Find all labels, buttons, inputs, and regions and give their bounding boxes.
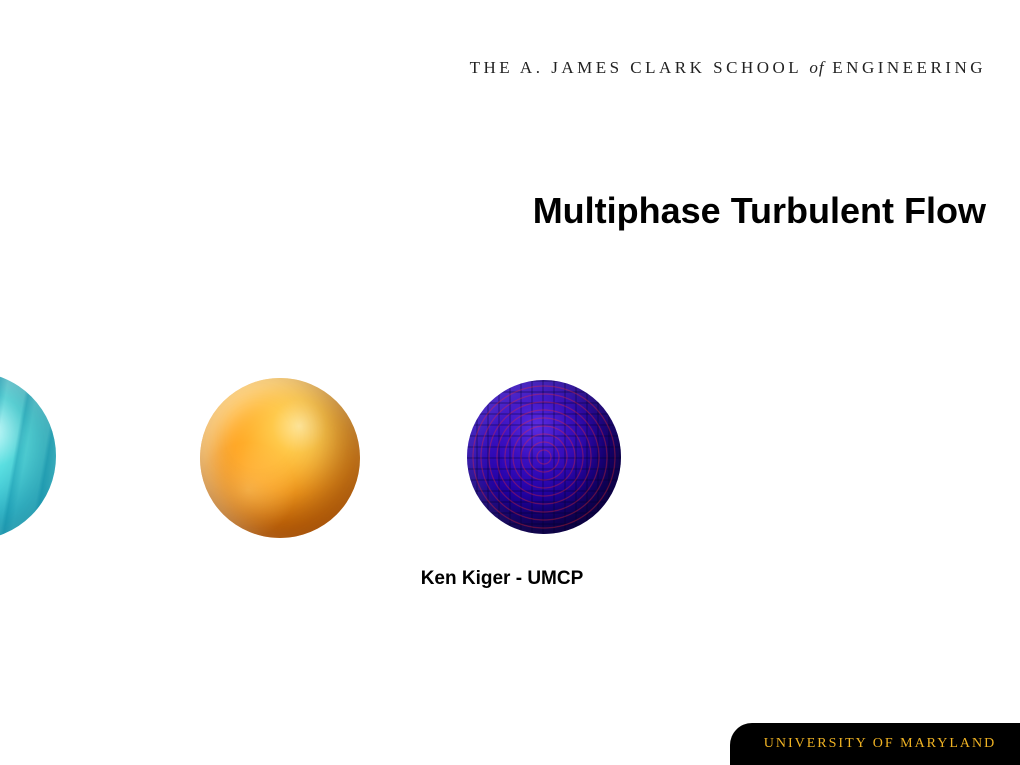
cyan-sphere-overlay — [0, 372, 56, 540]
school-header-suffix: ENGINEERING — [825, 58, 986, 77]
school-header-prefix: THE A. JAMES CLARK SCHOOL — [470, 58, 810, 77]
school-header: THE A. JAMES CLARK SCHOOL of ENGINEERING — [470, 58, 986, 78]
slide-title: Multiphase Turbulent Flow — [533, 190, 986, 232]
school-header-of: of — [809, 58, 824, 77]
amber-sphere-overlay — [200, 378, 360, 538]
amber-sphere — [200, 378, 360, 538]
blue-sphere-overlay — [467, 380, 621, 534]
slide: THE A. JAMES CLARK SCHOOL of ENGINEERING… — [0, 0, 1020, 765]
author-line: Ken Kiger - UMCP — [0, 568, 1012, 590]
university-badge: UNIVERSITY OF MARYLAND — [730, 723, 1020, 765]
cyan-sphere — [0, 372, 56, 540]
university-badge-label: UNIVERSITY OF MARYLAND — [764, 736, 997, 752]
blue-sphere — [467, 380, 621, 534]
